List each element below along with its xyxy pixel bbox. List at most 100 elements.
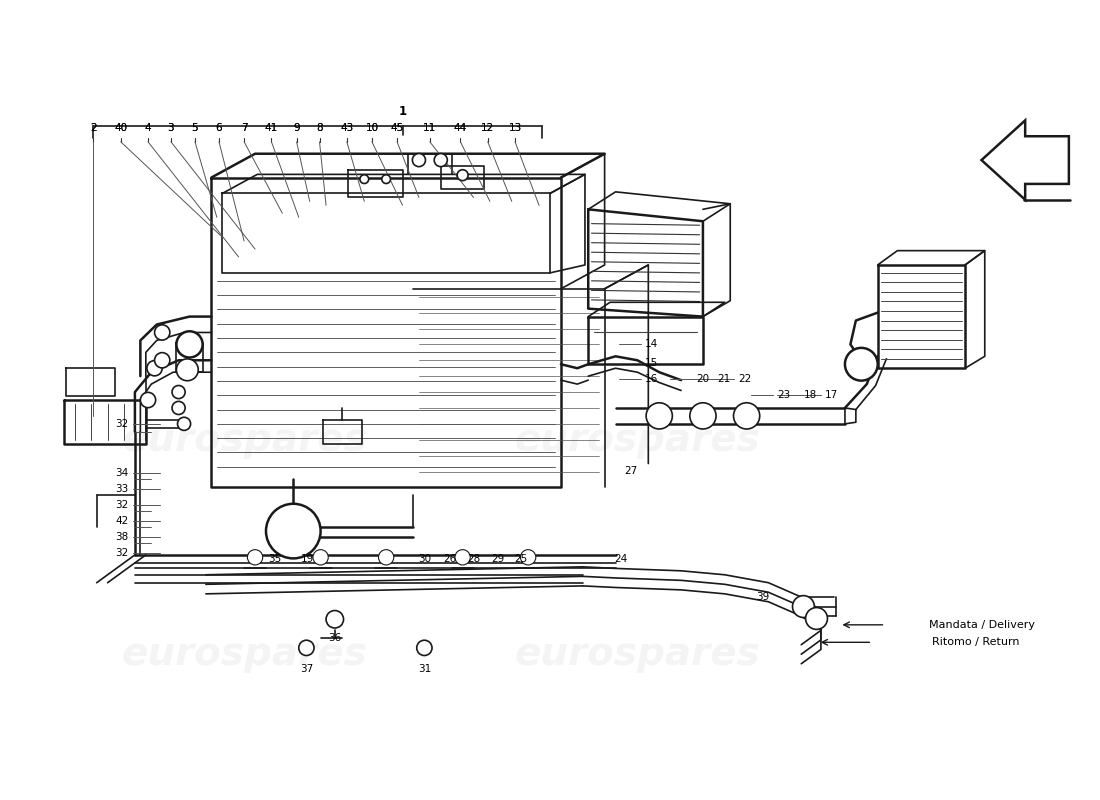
- Circle shape: [845, 348, 878, 381]
- Text: 8: 8: [316, 122, 322, 133]
- Text: 2: 2: [90, 122, 97, 133]
- Text: 15: 15: [645, 358, 658, 369]
- Text: 12: 12: [481, 122, 494, 133]
- Text: 19: 19: [301, 554, 315, 564]
- Text: 38: 38: [116, 532, 129, 542]
- Text: 4: 4: [145, 122, 152, 133]
- Text: 44: 44: [454, 122, 467, 133]
- Text: 18: 18: [803, 390, 816, 400]
- Text: 27: 27: [624, 466, 638, 477]
- Text: 11: 11: [424, 122, 437, 133]
- Text: 26: 26: [443, 554, 456, 564]
- Text: 45: 45: [390, 122, 404, 133]
- Text: 7: 7: [241, 122, 248, 133]
- Text: 9: 9: [294, 122, 300, 133]
- Text: 10: 10: [365, 122, 378, 133]
- Text: 32: 32: [116, 547, 129, 558]
- Circle shape: [141, 392, 156, 408]
- Text: 40: 40: [114, 122, 128, 133]
- Text: 23: 23: [777, 390, 791, 400]
- Text: 39: 39: [757, 592, 770, 602]
- Text: 9: 9: [294, 122, 300, 133]
- Text: 41: 41: [265, 122, 278, 133]
- Text: 7: 7: [241, 122, 248, 133]
- Text: 24: 24: [615, 554, 628, 564]
- Circle shape: [378, 550, 394, 565]
- Text: 2: 2: [90, 122, 97, 133]
- Circle shape: [360, 174, 368, 183]
- Text: 33: 33: [116, 484, 129, 494]
- Text: 12: 12: [481, 122, 494, 133]
- Circle shape: [155, 325, 169, 340]
- Circle shape: [299, 640, 315, 655]
- Circle shape: [792, 596, 814, 618]
- Text: 44: 44: [454, 122, 467, 133]
- Circle shape: [382, 174, 390, 183]
- Text: eurospares: eurospares: [515, 421, 760, 458]
- Text: 34: 34: [116, 468, 129, 478]
- Text: 13: 13: [508, 122, 521, 133]
- Circle shape: [147, 361, 162, 376]
- Text: 35: 35: [268, 554, 282, 564]
- Text: 3: 3: [167, 122, 174, 133]
- Text: 32: 32: [116, 419, 129, 429]
- Text: 31: 31: [418, 663, 431, 674]
- Text: 28: 28: [466, 554, 481, 564]
- Text: 4: 4: [145, 122, 152, 133]
- Circle shape: [172, 402, 185, 414]
- Text: 6: 6: [216, 122, 222, 133]
- Text: Mandata / Delivery: Mandata / Delivery: [930, 620, 1035, 630]
- Text: 1: 1: [398, 105, 407, 118]
- Circle shape: [248, 550, 263, 565]
- Text: 43: 43: [340, 122, 353, 133]
- Text: 30: 30: [418, 554, 431, 564]
- Circle shape: [326, 610, 343, 628]
- Text: 36: 36: [328, 634, 341, 643]
- Text: 11: 11: [424, 122, 437, 133]
- Text: 13: 13: [508, 122, 521, 133]
- Text: eurospares: eurospares: [515, 635, 760, 674]
- Text: 37: 37: [300, 663, 313, 674]
- Circle shape: [455, 550, 471, 565]
- Circle shape: [172, 386, 185, 398]
- Circle shape: [176, 359, 198, 381]
- Circle shape: [690, 402, 716, 429]
- Text: 3: 3: [167, 122, 174, 133]
- Circle shape: [805, 607, 827, 630]
- Text: 41: 41: [265, 122, 278, 133]
- Circle shape: [314, 550, 328, 565]
- Circle shape: [734, 402, 760, 429]
- Text: 25: 25: [514, 554, 527, 564]
- Circle shape: [412, 154, 426, 166]
- Circle shape: [177, 418, 190, 430]
- Text: 32: 32: [116, 500, 129, 510]
- Polygon shape: [981, 120, 1069, 200]
- Text: 14: 14: [645, 339, 658, 350]
- Text: 5: 5: [191, 122, 198, 133]
- Text: 40: 40: [114, 122, 128, 133]
- Text: 6: 6: [216, 122, 222, 133]
- Text: 10: 10: [365, 122, 378, 133]
- Circle shape: [434, 154, 448, 166]
- Text: eurospares: eurospares: [121, 421, 367, 458]
- Circle shape: [155, 353, 169, 368]
- Text: 21: 21: [717, 374, 730, 384]
- Circle shape: [646, 402, 672, 429]
- Text: 8: 8: [316, 122, 322, 133]
- Circle shape: [520, 550, 536, 565]
- Text: 16: 16: [645, 374, 658, 384]
- Circle shape: [176, 331, 202, 358]
- Circle shape: [266, 504, 320, 558]
- Text: eurospares: eurospares: [121, 635, 367, 674]
- Text: 29: 29: [491, 554, 504, 564]
- Text: 5: 5: [191, 122, 198, 133]
- Text: 17: 17: [825, 390, 838, 400]
- Text: Ritomo / Return: Ritomo / Return: [933, 638, 1020, 647]
- Text: 42: 42: [116, 516, 129, 526]
- Text: 43: 43: [340, 122, 353, 133]
- Circle shape: [417, 640, 432, 655]
- Text: 22: 22: [738, 374, 751, 384]
- Text: 20: 20: [696, 374, 710, 384]
- Circle shape: [458, 170, 469, 181]
- Text: 45: 45: [390, 122, 404, 133]
